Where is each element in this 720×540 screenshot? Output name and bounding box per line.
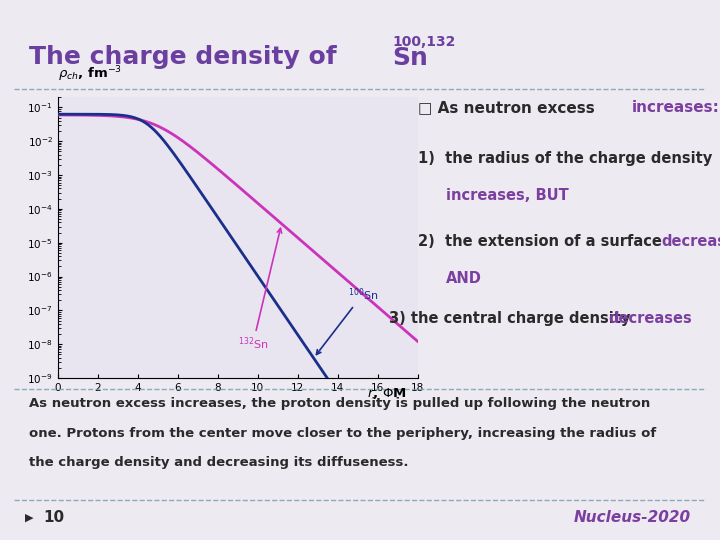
Text: 10: 10 bbox=[43, 510, 64, 525]
Text: 2)  the extension of a surface: 2) the extension of a surface bbox=[418, 234, 667, 249]
Text: increases, BUT: increases, BUT bbox=[446, 188, 569, 203]
Text: ▶: ▶ bbox=[25, 512, 34, 522]
Text: As neutron excess increases, the proton density is pulled up following the neutr: As neutron excess increases, the proton … bbox=[29, 397, 650, 410]
Text: The charge density of: The charge density of bbox=[29, 45, 345, 69]
Text: increases:: increases: bbox=[632, 100, 720, 115]
Text: □ As neutron excess: □ As neutron excess bbox=[418, 100, 600, 115]
Text: Nucleus-2020: Nucleus-2020 bbox=[574, 510, 691, 525]
Text: 100,132: 100,132 bbox=[392, 35, 456, 49]
Text: $^{100}$Sn: $^{100}$Sn bbox=[316, 286, 378, 354]
Text: $\rho_{ch}$, fm$^{-3}$: $\rho_{ch}$, fm$^{-3}$ bbox=[58, 64, 122, 84]
Text: 1)  the radius of the charge density: 1) the radius of the charge density bbox=[418, 151, 712, 166]
Text: decreases: decreases bbox=[608, 311, 692, 326]
Text: $r$, $\Phi$М: $r$, $\Phi$М bbox=[367, 386, 407, 401]
Text: Sn: Sn bbox=[392, 46, 428, 70]
Text: AND: AND bbox=[446, 271, 482, 286]
Text: 3) the central charge density: 3) the central charge density bbox=[389, 311, 635, 326]
Text: decreases: decreases bbox=[661, 234, 720, 249]
Text: one. Protons from the center move closer to the periphery, increasing the radius: one. Protons from the center move closer… bbox=[29, 427, 656, 440]
Text: the charge density and decreasing its diffuseness.: the charge density and decreasing its di… bbox=[29, 456, 408, 469]
Text: $^{132}$Sn: $^{132}$Sn bbox=[238, 228, 282, 353]
